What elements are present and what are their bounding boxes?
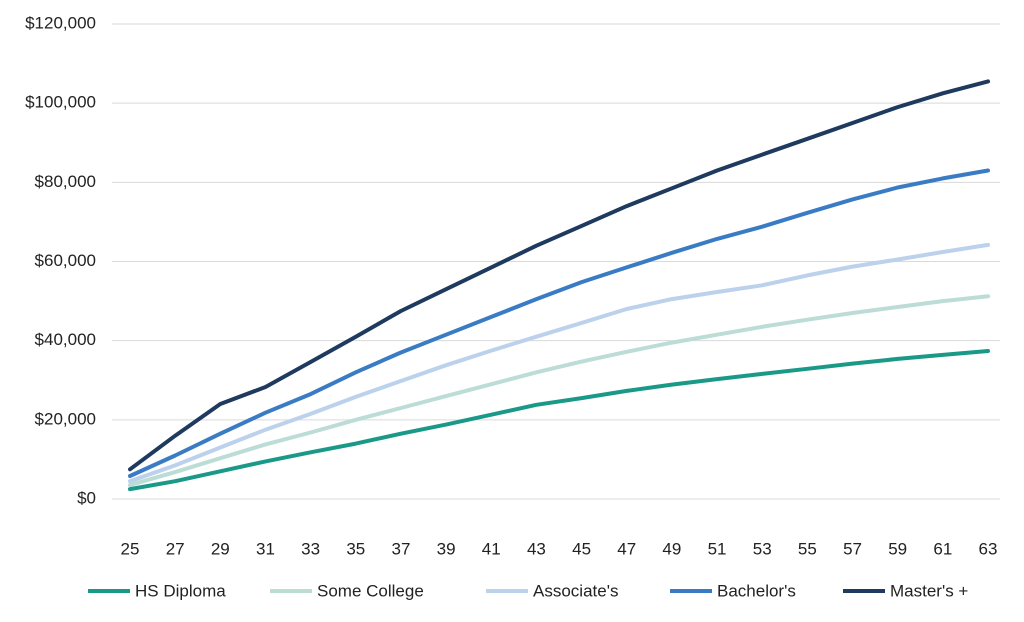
y-tick-label: $20,000 — [35, 409, 96, 428]
series-line — [128, 242, 990, 484]
legend-label: Some College — [317, 581, 424, 600]
x-tick-label: 57 — [843, 539, 862, 558]
x-tick-label: 49 — [662, 539, 681, 558]
x-tick-label: 55 — [798, 539, 817, 558]
y-tick-label: $0 — [77, 488, 96, 507]
series-line — [128, 168, 990, 478]
x-tick-label: 51 — [708, 539, 727, 558]
x-tick-label: 29 — [211, 539, 230, 558]
legend-label: HS Diploma — [135, 581, 226, 600]
x-tick-label: 33 — [301, 539, 320, 558]
x-tick-label: 39 — [437, 539, 456, 558]
legend-label: Master's + — [890, 581, 968, 600]
x-tick-label: 31 — [256, 539, 275, 558]
x-tick-label: 25 — [121, 539, 140, 558]
legend-label: Bachelor's — [717, 581, 796, 600]
x-tick-label: 47 — [617, 539, 636, 558]
y-tick-label: $120,000 — [25, 13, 96, 32]
x-tick-label: 63 — [979, 539, 998, 558]
series-line — [128, 349, 990, 492]
y-tick-label: $80,000 — [35, 172, 96, 191]
x-tick-label: 45 — [572, 539, 591, 558]
series-line — [128, 294, 990, 488]
y-tick-label: $40,000 — [35, 330, 96, 349]
legend-label: Associate's — [533, 581, 618, 600]
x-tick-label: 61 — [933, 539, 952, 558]
x-tick-label: 35 — [346, 539, 365, 558]
x-tick-label: 37 — [391, 539, 410, 558]
y-tick-label: $60,000 — [35, 251, 96, 270]
x-tick-label: 59 — [888, 539, 907, 558]
y-tick-label: $100,000 — [25, 93, 96, 112]
x-tick-label: 27 — [166, 539, 185, 558]
x-tick-label: 41 — [482, 539, 501, 558]
x-tick-label: 43 — [527, 539, 546, 558]
series-line — [128, 79, 990, 472]
x-tick-label: 53 — [753, 539, 772, 558]
